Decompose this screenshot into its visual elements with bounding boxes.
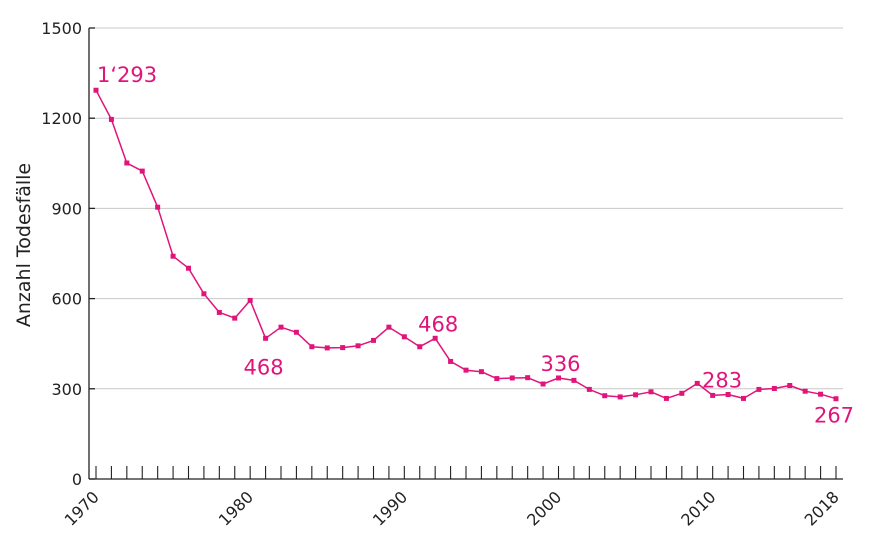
data-point xyxy=(648,389,654,395)
data-point xyxy=(509,375,515,381)
data-label: 336 xyxy=(540,352,580,376)
x-tick-label: 2018 xyxy=(801,487,843,529)
data-point xyxy=(525,375,531,381)
data-point xyxy=(340,345,346,351)
data-label: 1‘293 xyxy=(97,63,157,87)
data-point xyxy=(309,344,315,350)
data-label: 267 xyxy=(814,404,854,428)
x-tick-label: 2000 xyxy=(523,487,565,529)
data-point xyxy=(787,382,793,388)
data-point xyxy=(263,335,269,341)
data-point xyxy=(494,376,500,382)
series-layer xyxy=(93,87,839,402)
data-point xyxy=(756,386,762,392)
gridlines xyxy=(89,27,843,390)
data-point xyxy=(771,385,777,391)
data-point xyxy=(386,324,392,330)
data-point xyxy=(186,265,191,271)
data-label: 283 xyxy=(702,369,742,393)
data-point xyxy=(417,344,423,350)
data-point xyxy=(586,386,592,392)
data-point xyxy=(216,309,222,315)
x-tick-label: 1970 xyxy=(61,487,103,529)
data-point xyxy=(571,377,577,383)
axes xyxy=(88,27,843,480)
data-point xyxy=(602,393,608,399)
y-tick-label: 1200 xyxy=(41,109,82,128)
data-point xyxy=(463,367,469,373)
y-tick-label: 1500 xyxy=(41,19,82,38)
y-axis-title: Anzahl Todesfälle xyxy=(13,163,35,327)
data-point xyxy=(679,390,685,396)
x-tick-label: 2010 xyxy=(677,487,719,529)
data-point xyxy=(170,253,176,259)
data-point xyxy=(324,345,330,351)
data-point xyxy=(448,358,454,364)
x-tick-label: 1980 xyxy=(215,487,257,529)
data-point xyxy=(633,392,639,398)
data-point xyxy=(108,116,114,122)
data-point xyxy=(371,337,376,343)
data-point xyxy=(540,381,546,387)
series-line xyxy=(95,89,837,400)
data-point xyxy=(617,394,623,400)
x-tick-label: 1990 xyxy=(369,487,411,529)
data-point xyxy=(833,396,839,402)
data-point xyxy=(124,160,130,166)
data-point xyxy=(155,204,161,210)
data-point xyxy=(93,87,99,93)
data-point xyxy=(278,324,284,330)
data-point xyxy=(802,388,808,394)
y-tick-label: 300 xyxy=(51,380,82,399)
data-point xyxy=(232,315,238,321)
y-tick-label: 0 xyxy=(72,470,82,489)
data-point xyxy=(663,395,669,401)
data-point xyxy=(694,380,700,386)
data-point xyxy=(710,392,716,398)
data-point xyxy=(432,335,438,341)
y-tick-label: 900 xyxy=(51,199,82,218)
data-point xyxy=(247,297,253,303)
data-point xyxy=(355,343,361,349)
data-point xyxy=(139,168,145,174)
data-point xyxy=(401,334,407,340)
data-point xyxy=(556,375,561,381)
data-point xyxy=(201,291,207,297)
data-point xyxy=(478,369,484,375)
data-point xyxy=(725,392,731,398)
data-point xyxy=(818,391,824,397)
labels: 0 300 600 900 1200 1500 1970 1980 1990 2000 2010 20… xyxy=(41,19,854,530)
data-label: 468 xyxy=(418,312,458,336)
data-point xyxy=(741,395,746,401)
y-tick-label: 600 xyxy=(51,290,82,309)
data-label: 468 xyxy=(244,355,284,379)
data-point xyxy=(293,329,299,335)
